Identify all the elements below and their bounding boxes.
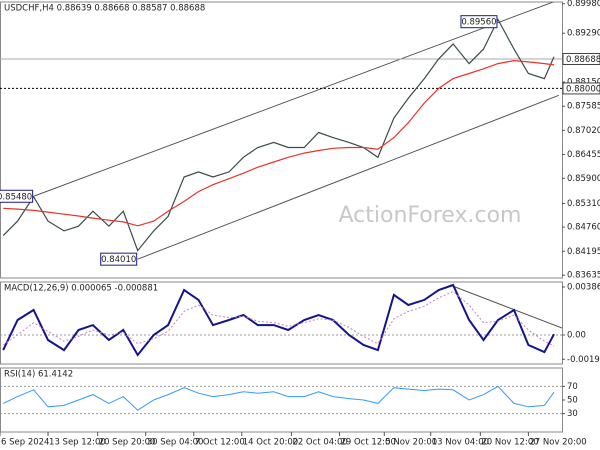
panel-frame [0,281,563,365]
annotation-label: 0.84010 [101,255,136,265]
y-tick-label: 70 [567,382,578,392]
y-tick-label: 0.87020 [567,126,600,136]
panel-title: MACD(12,26,9) 0.000065 -0.000881 [4,284,158,294]
price-label: 0.88688 [566,55,600,65]
x-tick-label: 22 Oct 04:00 [292,438,347,448]
y-tick-label: 0.00 [567,331,586,341]
y-tick-label: 50 [567,396,578,406]
watermark: ActionForex.com [339,203,522,228]
y-tick-label: 0.89980 [567,0,600,9]
annotation-label: 0.89560 [461,18,496,28]
y-tick-label: -0.00195 [567,355,600,365]
annotation-box [460,15,498,29]
x-tick-label: 13 Nov 04:00 [432,438,489,448]
x-tick-label: 14 Oct 20:00 [243,438,298,448]
price-label-box [562,52,600,65]
annotation-box [0,189,34,203]
x-tick-label: 20 Sep 20:00 [99,438,156,448]
series-line [2,18,555,252]
x-tick-label: 13 Sep 12:00 [49,438,106,448]
y-tick-label: 0.89290 [567,29,600,39]
trendline [137,94,559,260]
y-tick-label: 0.003861 [567,282,600,292]
y-tick-label: 0.85310 [567,199,600,209]
x-tick-label: 29 Oct 12:00 [340,438,395,448]
x-tick-label: 27 Nov 20:00 [529,438,586,448]
price-label: 0.88000 [566,84,600,94]
y-tick-label: 0.86455 [567,150,600,160]
trendline [33,2,555,197]
y-tick-label: 30 [567,409,578,419]
panel-frame [0,1,563,279]
series-line [3,59,555,227]
panel-title: USDCHF,H4 0.88639 0.88668 0.88587 0.8868… [4,4,205,14]
x-tick-label: 6 Sep 2024 [1,438,49,448]
trendline [449,284,562,329]
x-tick-label: 30 Sep 04:00 [147,438,204,448]
series-line [2,283,555,357]
y-tick-label: 0.83635 [567,271,600,281]
price-label-box [562,82,600,95]
annotation-label: 0.85480 [0,192,32,202]
y-tick-label: 0.84195 [567,247,600,257]
y-tick-label: 0.85900 [567,174,600,184]
y-tick-label: 0.87585 [567,102,600,112]
x-tick-label: 5 Nov 20:00 [385,438,437,448]
annotation-box [100,252,138,266]
series-line [2,385,555,411]
x-tick-label: 7 Oct 12:00 [195,438,245,448]
x-tick-label: 20 Nov 12:00 [481,438,538,448]
panel-title: RSI(14) 61.4142 [4,370,73,380]
y-tick-label: 0.84760 [567,223,600,233]
